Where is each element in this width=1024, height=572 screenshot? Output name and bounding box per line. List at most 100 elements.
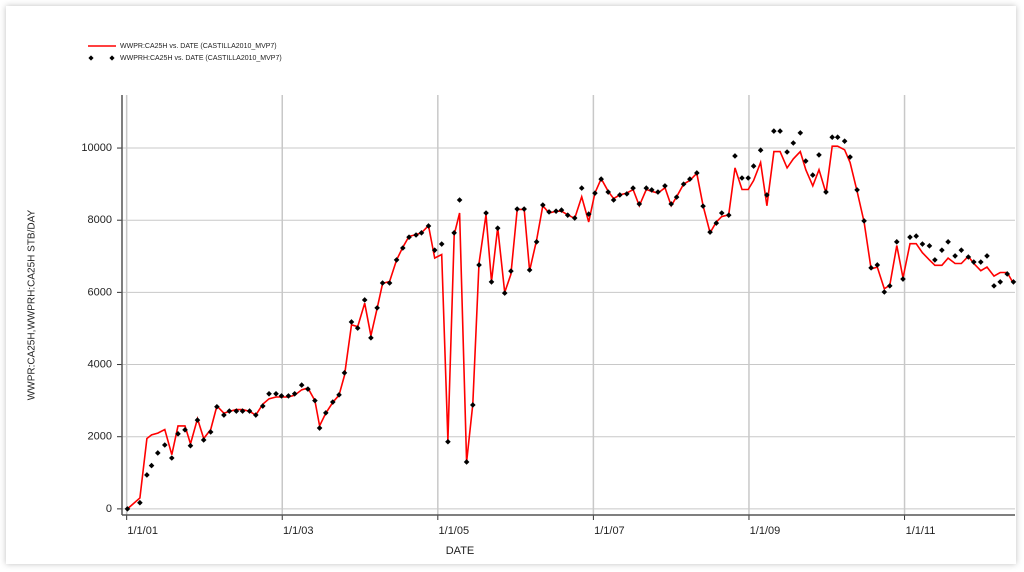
- data-point: [958, 247, 965, 253]
- data-point: [784, 149, 790, 155]
- data-point: [630, 185, 636, 191]
- data-point: [834, 134, 841, 141]
- data-point: [952, 253, 958, 259]
- data-point: [564, 212, 571, 218]
- data-point: [305, 386, 311, 392]
- data-point: [764, 192, 770, 198]
- data-point: [463, 459, 470, 465]
- data-point: [431, 247, 438, 253]
- data-point: [226, 408, 233, 414]
- data-point: [379, 280, 386, 286]
- data-point: [266, 390, 272, 397]
- data-point: [847, 154, 853, 160]
- data-point: [617, 192, 623, 198]
- data-point: [514, 206, 520, 212]
- data-point: [483, 210, 489, 216]
- data-point: [546, 209, 552, 215]
- data-point: [771, 128, 777, 134]
- data-point: [341, 370, 348, 376]
- data-point: [991, 283, 997, 289]
- data-point: [636, 201, 643, 207]
- data-point: [521, 206, 527, 212]
- data-point: [168, 455, 175, 461]
- data-point: [137, 499, 143, 506]
- data-point: [239, 408, 246, 414]
- data-point: [354, 325, 361, 331]
- x-tick-label: 1/1/03: [283, 525, 314, 537]
- data-point: [592, 190, 598, 196]
- data-point: [585, 211, 592, 217]
- data-point: [687, 176, 693, 182]
- y-tick-label: 4000: [88, 358, 112, 370]
- data-point: [673, 194, 680, 200]
- data-point: [558, 207, 565, 213]
- data-point: [323, 410, 329, 416]
- data-point: [400, 245, 406, 251]
- data-point: [182, 427, 188, 433]
- data-point: [984, 253, 990, 259]
- data-point: [291, 390, 298, 397]
- data-point: [533, 239, 540, 245]
- y-tick-label: 2000: [88, 431, 112, 443]
- data-point: [900, 276, 906, 282]
- data-point: [1004, 271, 1011, 277]
- data-point: [488, 279, 495, 285]
- data-point: [445, 438, 451, 445]
- data-point: [643, 185, 650, 191]
- data-point: [881, 289, 888, 295]
- x-tick-label: 1/1/05: [439, 525, 470, 537]
- legend-swatch: [109, 55, 115, 61]
- data-point: [854, 187, 860, 193]
- data-point: [605, 189, 611, 195]
- data-point: [907, 234, 913, 240]
- data-point: [694, 170, 700, 176]
- data-point: [797, 130, 804, 136]
- data-point: [124, 506, 131, 512]
- data-point: [823, 189, 829, 195]
- data-point: [374, 305, 380, 311]
- series-line: [126, 145, 1015, 510]
- data-point: [553, 208, 559, 214]
- data-point: [680, 181, 687, 187]
- data-point: [540, 202, 546, 208]
- data-point: [161, 442, 168, 448]
- y-tick-label: 6000: [88, 286, 112, 298]
- data-point: [438, 241, 445, 247]
- data-point: [739, 175, 745, 181]
- data-point: [707, 229, 713, 235]
- data-point: [278, 393, 285, 399]
- data-point: [200, 437, 207, 443]
- data-point: [919, 241, 926, 247]
- data-point: [298, 382, 305, 388]
- x-tick-label: 1/1/07: [594, 525, 625, 537]
- x-tick-label: 1/1/11: [906, 525, 936, 537]
- data-point: [456, 197, 463, 203]
- data-point: [970, 259, 977, 265]
- data-point: [790, 140, 797, 146]
- y-tick-label: 0: [106, 503, 112, 515]
- data-point: [655, 189, 661, 195]
- data-point: [802, 158, 809, 164]
- data-point: [221, 412, 227, 418]
- data-point: [816, 152, 822, 158]
- data-point: [757, 147, 764, 154]
- y-axis-label: WWPR:CA25H,WWPRH:CA25H STB/DAY: [27, 209, 38, 400]
- data-point: [348, 319, 355, 325]
- data-point: [508, 268, 514, 274]
- data-point: [997, 279, 1004, 285]
- data-point: [745, 175, 751, 181]
- data-point: [886, 283, 893, 289]
- data-point: [777, 128, 783, 134]
- legend-label: WWPR:CA25H vs. DATE (CASTILLA2010_MVP7): [120, 43, 277, 50]
- data-point: [285, 393, 292, 399]
- data-point: [750, 163, 757, 169]
- data-point: [336, 392, 342, 398]
- data-point: [662, 183, 668, 189]
- data-point: [194, 417, 201, 423]
- data-point: [214, 403, 220, 410]
- data-point: [893, 239, 900, 245]
- data-point: [841, 138, 848, 144]
- data-point: [571, 215, 578, 221]
- data-point: [476, 262, 482, 268]
